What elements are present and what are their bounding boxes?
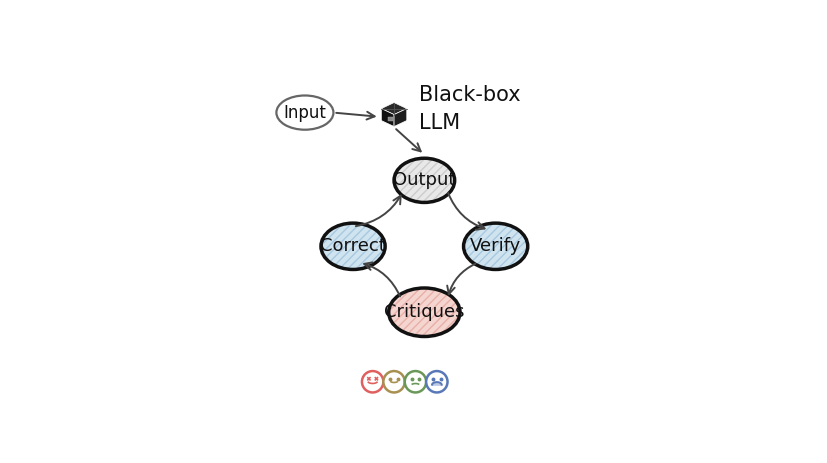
Ellipse shape [321, 223, 385, 269]
Text: Input: Input [283, 104, 326, 122]
Text: Critiques: Critiques [384, 303, 464, 321]
Circle shape [404, 371, 426, 393]
Polygon shape [381, 103, 406, 114]
Ellipse shape [388, 288, 460, 337]
Circle shape [383, 371, 404, 393]
Text: Black-box
LLM: Black-box LLM [418, 85, 520, 133]
Polygon shape [381, 108, 394, 126]
Text: Correct: Correct [320, 238, 385, 255]
Circle shape [361, 371, 383, 393]
Text: Verify: Verify [470, 238, 521, 255]
Ellipse shape [463, 223, 527, 269]
Circle shape [426, 371, 447, 393]
Polygon shape [387, 117, 393, 121]
Ellipse shape [394, 158, 454, 202]
Polygon shape [394, 108, 406, 126]
Text: Output: Output [393, 171, 455, 189]
Ellipse shape [276, 95, 333, 130]
